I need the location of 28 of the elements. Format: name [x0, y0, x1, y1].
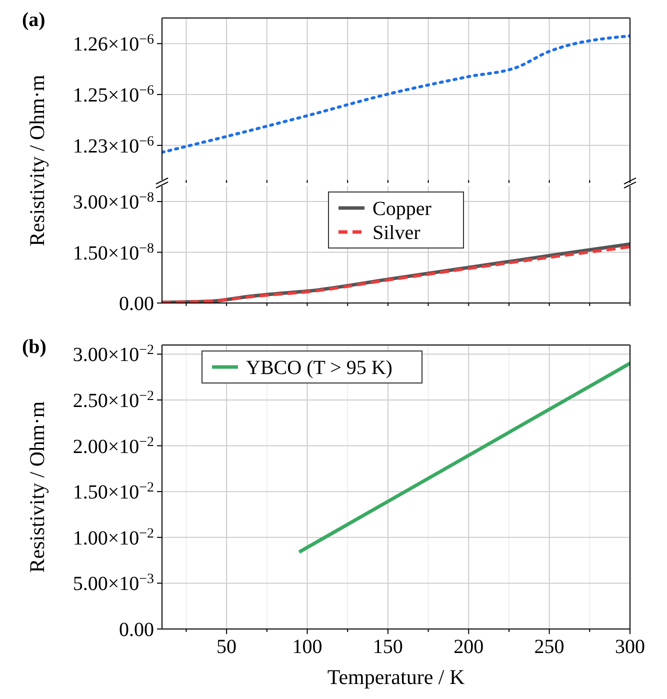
- y-axis-title: Resistivity / Ohm·m: [25, 401, 49, 573]
- x-tick-label: 200: [454, 636, 484, 658]
- chart-title: (a): [22, 9, 46, 31]
- y-tick-label: 1.26×10$^{−6}$: [72, 32, 154, 56]
- y-tick-label: 3.00×10$^{−2}$: [72, 342, 154, 366]
- x-tick-label: 250: [534, 636, 564, 658]
- y-tick-label: 0.00: [119, 619, 154, 641]
- x-tick-label: 300: [615, 636, 645, 658]
- y-tick-label: 1.25×10$^{−6}$: [72, 83, 154, 107]
- y-tick-label: 1.00×10$^{−2}$: [72, 526, 154, 550]
- y-tick-label: 0.00: [119, 293, 154, 315]
- y-tick-label: 1.23×10$^{−6}$: [72, 134, 154, 158]
- y-tick-label: 3.00×10$^{−8}$: [72, 190, 154, 214]
- x-axis-title: Temperature / K: [327, 665, 465, 689]
- legend-label: Copper: [372, 198, 432, 220]
- y-tick-label: 2.50×10$^{−2}$: [72, 388, 154, 412]
- x-tick-label: 100: [292, 636, 322, 658]
- line-series: [162, 34, 630, 154]
- legend-label: Silver: [372, 222, 421, 244]
- y-tick-label: 2.00×10$^{−2}$: [72, 434, 154, 458]
- x-tick-label: 150: [372, 636, 403, 658]
- chart-title: (b): [22, 336, 46, 358]
- y-tick-label: 5.00×10$^{−3}$: [72, 572, 154, 596]
- y-tick-label: 1.50×10$^{−8}$: [72, 240, 154, 264]
- y-tick-label: 1.50×10$^{−2}$: [72, 480, 154, 504]
- legend-label: YBCO (T > 95 K): [246, 357, 392, 379]
- y-axis-title: Resistivity / Ohm·m: [25, 74, 49, 246]
- x-tick-label: 50: [216, 636, 237, 658]
